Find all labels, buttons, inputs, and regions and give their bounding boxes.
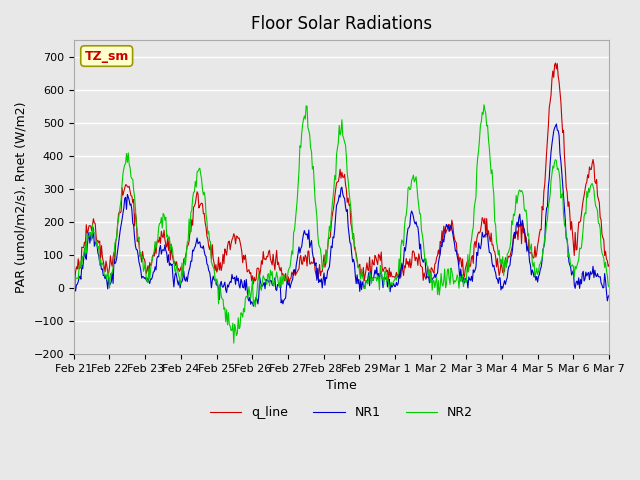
q_line [474,231,481,237]
q_line [313,276,321,281]
q_line [387,274,394,280]
Line: NR2: NR2 [74,105,609,343]
NR1 [207,285,215,291]
NR2 [480,102,488,108]
NR1 [552,121,560,127]
NR1 [70,280,77,286]
Legend: q_line, NR1, NR2: q_line, NR1, NR2 [205,401,478,424]
NR2 [474,155,481,160]
q_line [605,262,613,267]
NR1 [387,289,394,295]
NR2 [387,282,394,288]
q_line [164,248,172,253]
q_line [250,281,257,287]
Line: q_line: q_line [74,63,609,284]
NR1 [474,252,481,258]
NR2 [605,284,613,290]
NR1 [605,292,613,298]
q_line [428,266,436,272]
q_line [207,256,215,262]
NR2 [313,214,321,220]
q_line [70,273,77,279]
NR2 [230,340,237,346]
NR2 [164,237,172,243]
q_line [552,60,559,66]
NR1 [164,252,172,258]
Line: NR1: NR1 [74,124,609,306]
Title: Floor Solar Radiations: Floor Solar Radiations [251,15,432,33]
NR2 [428,288,436,293]
Text: TZ_sm: TZ_sm [84,49,129,62]
NR2 [70,282,77,288]
X-axis label: Time: Time [326,379,357,392]
NR1 [313,277,321,283]
NR1 [428,277,436,283]
NR2 [207,259,215,264]
NR1 [250,303,257,309]
Y-axis label: PAR (umol/m2/s), Rnet (W/m2): PAR (umol/m2/s), Rnet (W/m2) [15,101,28,293]
